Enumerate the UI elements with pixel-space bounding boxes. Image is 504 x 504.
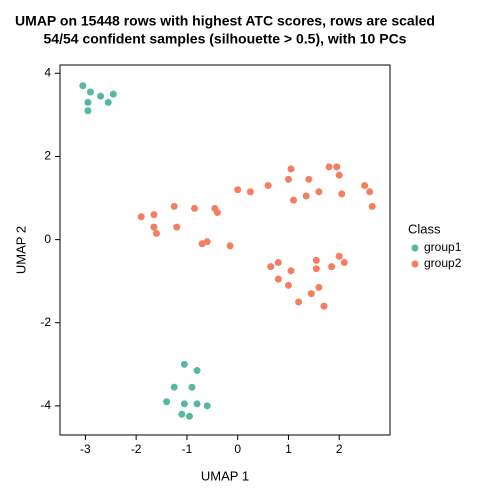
scatter-plot-svg: -3 -2 -1 0 1 2 -4 -2 0 2 4 UMAP on 15448 rows wit… (0, 0, 504, 504)
data-point-group1 (84, 99, 91, 106)
data-point-group2 (341, 259, 348, 266)
y-tick-label: -4 (40, 398, 51, 412)
data-point-group2 (173, 224, 180, 231)
data-point-group2 (265, 182, 272, 189)
data-point-group2 (267, 263, 274, 270)
data-point-group2 (214, 209, 221, 216)
legend-swatch-group1 (412, 245, 419, 252)
data-point-group1 (181, 400, 188, 407)
data-point-group2 (150, 211, 157, 218)
data-point-group2 (303, 192, 310, 199)
y-tick-label: 0 (44, 232, 51, 246)
data-point-group2 (366, 188, 373, 195)
chart-title-line1: UMAP on 15448 rows with highest ATC scor… (15, 13, 435, 29)
data-point-group2 (191, 205, 198, 212)
data-point-group2 (321, 303, 328, 310)
chart-title-line2: 54/54 confident samples (silhouette > 0.… (44, 31, 407, 47)
data-point-group2 (204, 238, 211, 245)
data-point-group2 (285, 282, 292, 289)
data-point-group1 (105, 99, 112, 106)
data-point-group2 (315, 188, 322, 195)
data-point-group2 (313, 265, 320, 272)
x-tick-label: 2 (336, 442, 343, 456)
data-point-group2 (288, 267, 295, 274)
data-point-group1 (189, 384, 196, 391)
data-point-group1 (79, 82, 86, 89)
data-point-group2 (153, 230, 160, 237)
data-point-group1 (181, 361, 188, 368)
data-point-group1 (194, 367, 201, 374)
legend: Class group1 group2 (408, 221, 462, 270)
data-point-group2 (275, 276, 282, 283)
data-point-group2 (288, 165, 295, 172)
x-axis-ticks: -3 -2 -1 0 1 2 (80, 435, 343, 456)
data-point-group2 (333, 163, 340, 170)
data-point-group2 (369, 203, 376, 210)
data-point-group2 (315, 284, 322, 291)
data-point-group2 (338, 190, 345, 197)
data-point-group2 (275, 259, 282, 266)
x-tick-label: -3 (80, 442, 91, 456)
data-point-group2 (336, 172, 343, 179)
y-tick-label: 4 (44, 65, 51, 79)
legend-title: Class (408, 221, 441, 236)
data-point-group1 (171, 384, 178, 391)
x-axis-label: UMAP 1 (201, 468, 249, 483)
data-point-group2 (138, 213, 145, 220)
y-tick-label: -2 (40, 315, 51, 329)
data-point-group2 (290, 197, 297, 204)
legend-label-group1: group1 (424, 240, 462, 254)
data-point-group2 (361, 182, 368, 189)
y-tick-label: 2 (44, 149, 51, 163)
data-point-group2 (171, 203, 178, 210)
x-tick-label: 1 (285, 442, 292, 456)
data-point-group1 (178, 411, 185, 418)
data-point-group2 (150, 224, 157, 231)
y-axis-ticks: -4 -2 0 2 4 (40, 65, 60, 412)
plot-area-border (60, 65, 390, 435)
data-point-group2 (305, 176, 312, 183)
legend-swatch-group2 (412, 261, 419, 268)
x-tick-label: -1 (182, 442, 193, 456)
data-point-group2 (308, 290, 315, 297)
x-tick-label: 0 (234, 442, 241, 456)
data-points (79, 82, 375, 420)
data-point-group1 (163, 398, 170, 405)
y-axis-label: UMAP 2 (13, 226, 28, 274)
chart-container: -3 -2 -1 0 1 2 -4 -2 0 2 4 UMAP on 15448 rows wit… (0, 0, 504, 504)
data-point-group2 (326, 163, 333, 170)
x-tick-label: -2 (131, 442, 142, 456)
data-point-group1 (97, 93, 104, 100)
data-point-group1 (204, 402, 211, 409)
data-point-group2 (247, 188, 254, 195)
data-point-group2 (336, 253, 343, 260)
data-point-group1 (87, 89, 94, 96)
data-point-group2 (328, 263, 335, 270)
data-point-group2 (313, 257, 320, 264)
data-point-group2 (227, 242, 234, 249)
data-point-group1 (186, 413, 193, 420)
data-point-group2 (285, 176, 292, 183)
data-point-group1 (110, 91, 117, 98)
data-point-group2 (234, 186, 241, 193)
data-point-group1 (194, 400, 201, 407)
legend-label-group2: group2 (424, 256, 462, 270)
data-point-group1 (84, 107, 91, 114)
data-point-group2 (295, 298, 302, 305)
